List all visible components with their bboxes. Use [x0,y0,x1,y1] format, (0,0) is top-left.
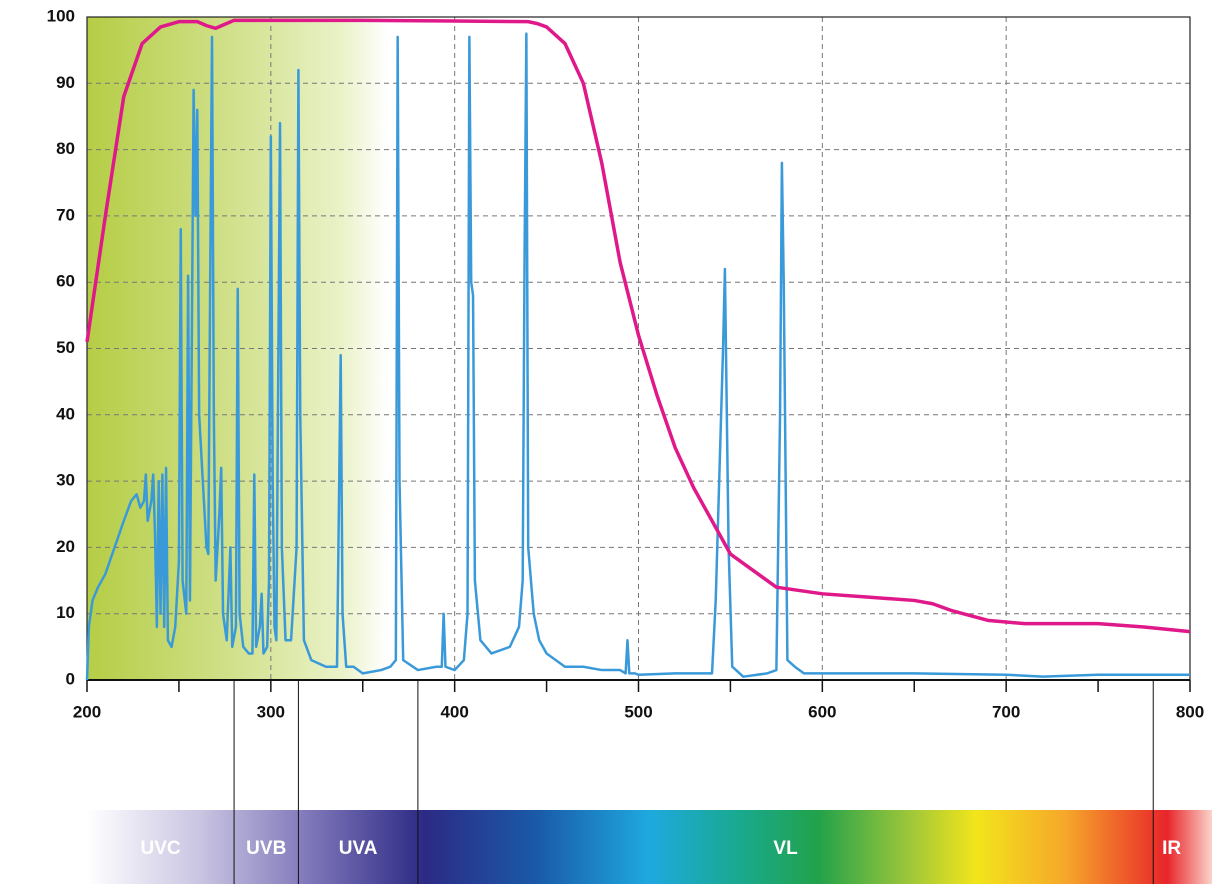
x-tick-label: 800 [1176,702,1204,721]
y-tick-label: 90 [56,73,75,92]
y-tick-label: 60 [56,272,75,291]
x-tick-label: 500 [624,702,652,721]
x-tick-label: 600 [808,702,836,721]
data-line [85,32,1190,681]
x-tick-label: 700 [992,702,1020,721]
x-tick-label: 400 [440,702,468,721]
y-tick-label: 40 [56,404,75,423]
x-tick-label: 300 [257,702,285,721]
region-label: UVC [140,838,180,859]
y-tick-label: 10 [56,603,75,622]
y-tick-label: 0 [66,669,75,688]
region-label: IR [1162,838,1181,859]
region-label: UVA [339,838,378,859]
y-tick-label: 80 [56,139,75,158]
y-tick-label: 100 [47,6,75,25]
region-label: UVB [246,838,286,859]
data-line [85,18,1191,634]
region-label: VL [773,838,798,859]
y-tick-label: 20 [56,537,75,556]
spectrum-band [87,810,1212,884]
x-tick-label: 200 [73,702,101,721]
y-tick-label: 70 [56,205,75,224]
y-tick-label: 50 [56,338,75,357]
y-tick-label: 30 [56,471,75,490]
